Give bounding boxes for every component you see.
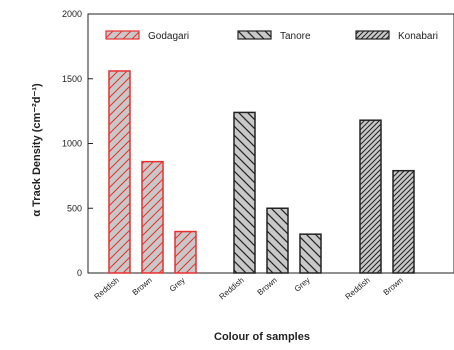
category-label: Grey [168, 276, 187, 294]
legend: Godagari Tanore Konabari [105, 30, 438, 42]
legend-swatch [105, 30, 140, 40]
bar-tanore-brown [266, 207, 289, 274]
bar-godagari-grey [174, 230, 197, 274]
bar-godagari-reddish [108, 70, 131, 274]
y-tick-label: 500 [67, 203, 82, 213]
category-label: Grey [293, 276, 312, 294]
y-axis: 0 500 1000 1500 2000 [62, 9, 93, 278]
legend-swatch [355, 30, 390, 40]
category-label: Reddish [344, 276, 372, 302]
bar-tanore-reddish [233, 111, 256, 274]
y-tick-label: 2000 [62, 9, 82, 19]
y-tick-label: 0 [77, 268, 82, 278]
category-label: Brown [382, 276, 405, 297]
legend-swatch [237, 30, 272, 40]
bar-godagari-brown [141, 160, 164, 274]
y-tick-label: 1000 [62, 139, 82, 149]
x-axis-title: Colour of samples [214, 331, 310, 343]
legend-label: Godagari [148, 31, 189, 42]
legend-label: Tanore [280, 31, 311, 42]
category-label: Reddish [218, 276, 246, 302]
legend-label: Konabari [398, 31, 438, 42]
y-axis-title: α Track Density (cm⁻²d⁻¹) [31, 83, 43, 217]
y-tick-label: 1500 [62, 74, 82, 84]
category-labels: Reddish Brown Grey Reddish Brown Grey Reddish B… [93, 276, 405, 302]
bar-tanore-grey [299, 233, 322, 274]
bar-konabari-reddish [359, 119, 382, 274]
bar-konabari-brown [392, 169, 415, 274]
category-label: Reddish [93, 276, 121, 302]
category-label: Brown [256, 276, 279, 297]
bars [108, 70, 415, 274]
category-label: Brown [131, 276, 154, 297]
